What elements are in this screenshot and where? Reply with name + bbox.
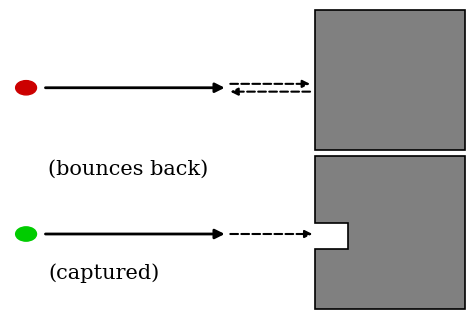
Text: (bounces back): (bounces back) [48,160,208,178]
Circle shape [16,81,36,95]
Circle shape [16,227,36,241]
Polygon shape [315,156,465,309]
Bar [315,10,465,150]
Text: (captured): (captured) [49,263,160,283]
